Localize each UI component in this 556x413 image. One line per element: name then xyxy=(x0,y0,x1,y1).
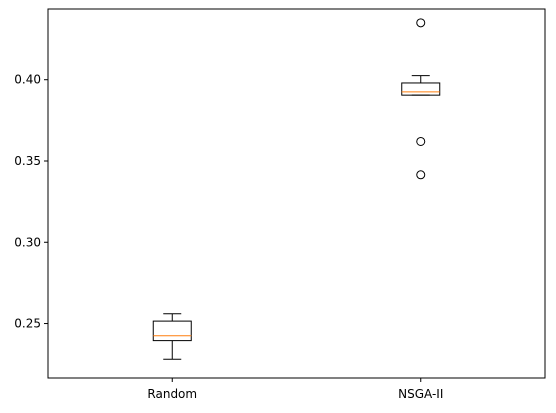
boxes-layer xyxy=(152,18,441,360)
y-tick-label: 0.35 xyxy=(14,154,41,168)
axes-frame xyxy=(47,8,546,379)
box-random xyxy=(152,313,192,360)
outlier-point xyxy=(416,18,426,28)
y-tick-label: 0.30 xyxy=(14,235,41,249)
box-iqr xyxy=(152,320,192,342)
axes-layer: 0.25 0.30 0.35 0.40 Random NSGA-II xyxy=(14,8,546,401)
box-iqr xyxy=(401,82,441,96)
y-tick-label: 0.40 xyxy=(14,73,41,87)
outlier-point xyxy=(416,170,426,180)
x-tick-label: NSGA-II xyxy=(398,387,443,401)
y-tick-label: 0.25 xyxy=(14,317,41,331)
x-tick-label: Random xyxy=(147,387,197,401)
box-nsga-ii xyxy=(401,18,441,180)
outlier-point xyxy=(416,136,426,146)
